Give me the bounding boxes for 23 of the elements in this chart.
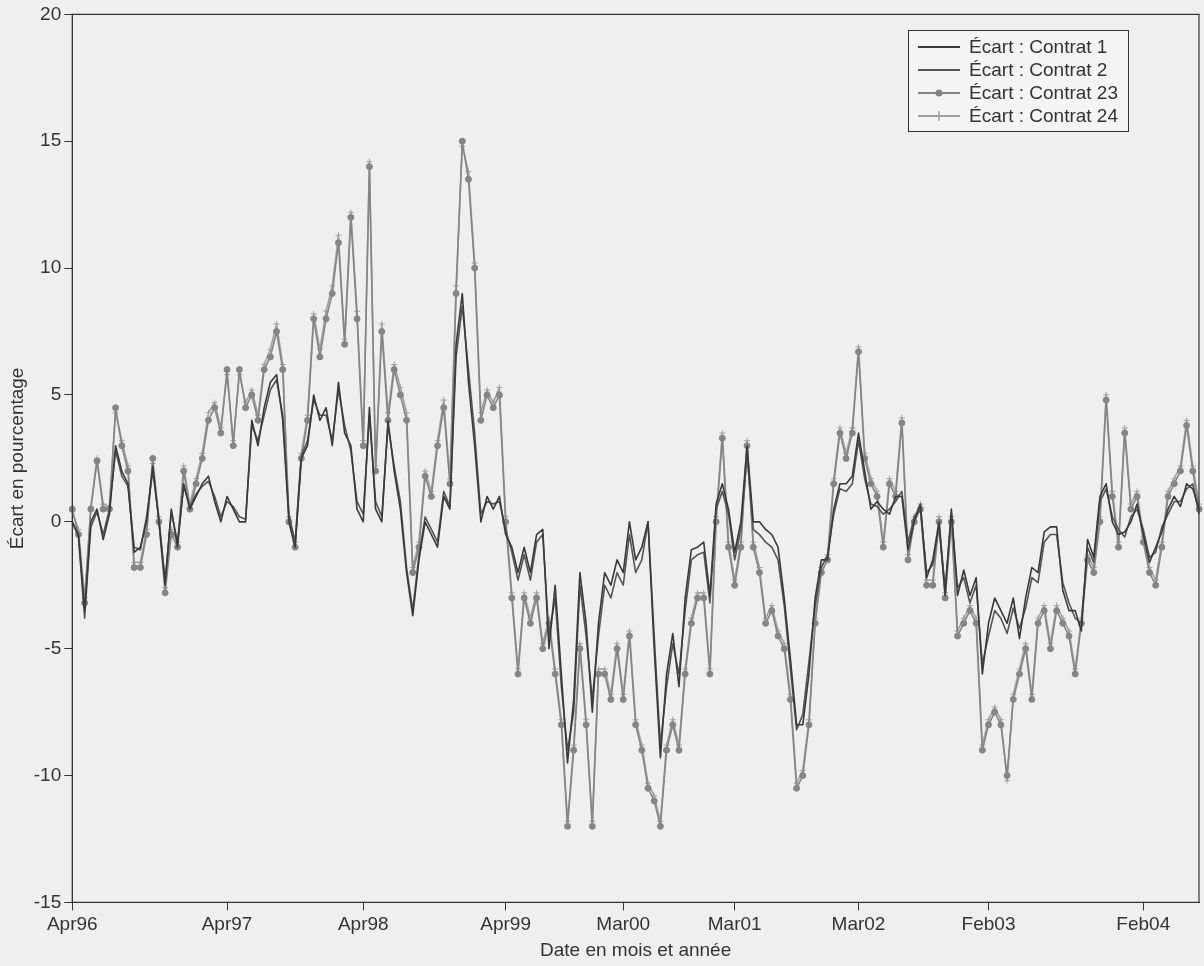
y-axis-title: Écart en pourcentage bbox=[5, 367, 27, 550]
legend-label: Écart : Contrat 1 bbox=[969, 35, 1108, 59]
x-tick-label: Mar00 bbox=[596, 913, 651, 935]
y-tick-label: 20 bbox=[40, 2, 62, 24]
y-tick-label: -5 bbox=[44, 636, 62, 658]
y-tick-label: -10 bbox=[33, 763, 62, 785]
x-tick-label: Apr96 bbox=[46, 913, 98, 935]
y-tick-label: -15 bbox=[33, 890, 62, 912]
x-tick-label: Feb04 bbox=[1116, 913, 1171, 935]
x-tick-label: Feb03 bbox=[961, 913, 1016, 935]
x-tick-label: Apr98 bbox=[337, 913, 389, 935]
y-tick-label: 15 bbox=[40, 129, 62, 151]
legend-label: Écart : Contrat 2 bbox=[969, 58, 1108, 82]
y-tick-label: 10 bbox=[40, 256, 62, 278]
legend-label: Écart : Contrat 24 bbox=[969, 104, 1118, 128]
legend-label: Écart : Contrat 23 bbox=[969, 81, 1118, 105]
x-tick-label: Mar02 bbox=[831, 913, 886, 935]
y-tick-label: 0 bbox=[50, 510, 62, 532]
x-axis-title: Date en mois et année bbox=[540, 938, 732, 960]
x-tick-label: Mar01 bbox=[707, 913, 762, 935]
y-tick-label: 5 bbox=[50, 383, 62, 405]
x-tick-label: Apr99 bbox=[480, 913, 531, 935]
x-tick-label: Apr97 bbox=[201, 913, 253, 935]
